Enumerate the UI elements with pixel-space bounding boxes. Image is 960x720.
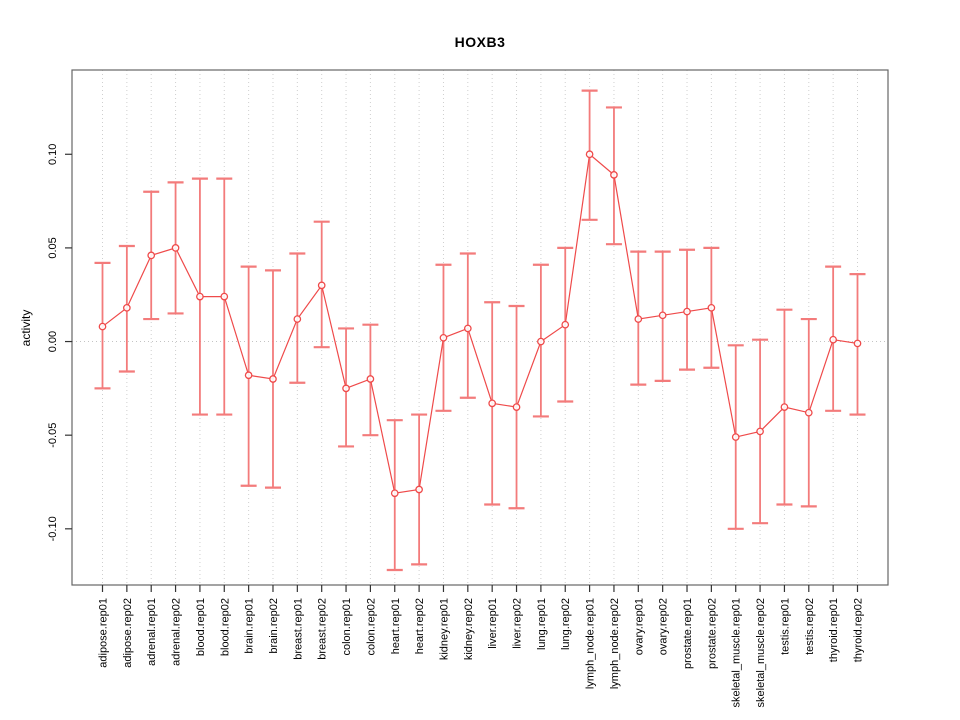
data-point (98, 322, 107, 331)
x-tick-label: skeletal_muscle.rep01 (731, 598, 743, 707)
data-point (610, 171, 618, 179)
data-point (561, 320, 570, 329)
x-tick-label: testis.rep02 (804, 598, 816, 655)
data-point (463, 324, 472, 333)
x-tick-label: breast.rep02 (317, 598, 329, 660)
data-point (171, 244, 180, 252)
y-tick-label: -0.10 (47, 516, 59, 541)
data-point (585, 150, 594, 159)
x-tick-label: adipose.rep02 (122, 598, 134, 668)
x-tick-label: ovary.rep02 (658, 598, 670, 655)
data-point (756, 427, 764, 436)
x-tick-label: blood.rep01 (195, 598, 207, 656)
x-tick-label: thyroid.rep02 (853, 598, 865, 662)
data-point (634, 315, 643, 323)
x-tick-label: skeletal_muscle.rep02 (755, 598, 767, 707)
x-tick-label: liver.rep02 (512, 598, 524, 649)
data-point (683, 307, 691, 316)
data-point (390, 489, 399, 498)
y-tick-label: -0.05 (47, 423, 59, 448)
data-point (317, 281, 326, 290)
x-tick-label: adrenal.rep01 (146, 598, 158, 666)
x-tick-label: prostate.rep02 (706, 598, 718, 669)
x-tick-label: liver.rep01 (487, 598, 499, 649)
x-tick-label: ovary.rep01 (633, 598, 645, 655)
data-point (658, 311, 667, 320)
data-point (244, 371, 253, 380)
y-tick-label: 0.10 (47, 144, 59, 165)
x-tick-label: colon.rep02 (365, 598, 377, 656)
data-point (293, 315, 302, 323)
x-tick-label: adipose.rep01 (98, 598, 110, 668)
x-tick-label: prostate.rep01 (682, 598, 694, 669)
data-point (220, 292, 229, 301)
data-point (731, 433, 740, 441)
x-tick-label: blood.rep02 (219, 598, 231, 656)
data-point (123, 303, 131, 312)
data-point (415, 485, 423, 494)
x-tick-label: kidney.rep01 (438, 598, 450, 660)
x-tick-label: lung.rep01 (536, 598, 548, 650)
data-point (269, 375, 277, 383)
data-point (512, 403, 521, 411)
y-tick-label: 0.05 (47, 237, 59, 258)
plot-box (71, 69, 889, 586)
series-line (102, 153, 858, 494)
x-tick-label: heart.rep02 (414, 598, 426, 654)
data-point (439, 333, 448, 342)
x-tick-label: breast.rep01 (292, 598, 304, 660)
chart-title: HOXB3 (454, 34, 506, 50)
x-tick-label: testis.rep01 (779, 598, 791, 655)
data-point (147, 251, 156, 260)
data-point (780, 403, 789, 411)
data-point (707, 303, 716, 312)
y-tick-label: 0.00 (47, 331, 59, 352)
x-tick-label: colon.rep01 (341, 598, 353, 656)
data-point (537, 337, 545, 346)
data-point (829, 335, 837, 344)
x-tick-label: brain.rep02 (268, 598, 280, 654)
data-point (366, 375, 375, 383)
data-point (488, 399, 497, 408)
x-tick-label: thyroid.rep01 (828, 598, 840, 662)
data-point (196, 292, 204, 301)
x-tick-label: lymph_node.rep01 (585, 598, 597, 689)
x-tick-label: heart.rep01 (390, 598, 402, 654)
x-tick-label: adrenal.rep02 (171, 598, 183, 666)
data-point (853, 339, 862, 348)
x-tick-label: kidney.rep02 (463, 598, 475, 660)
x-tick-label: lymph_node.rep02 (609, 598, 621, 689)
x-tick-label: brain.rep01 (244, 598, 256, 654)
data-point (342, 384, 350, 393)
x-tick-label: lung.rep02 (560, 598, 572, 650)
data-point (804, 408, 813, 417)
